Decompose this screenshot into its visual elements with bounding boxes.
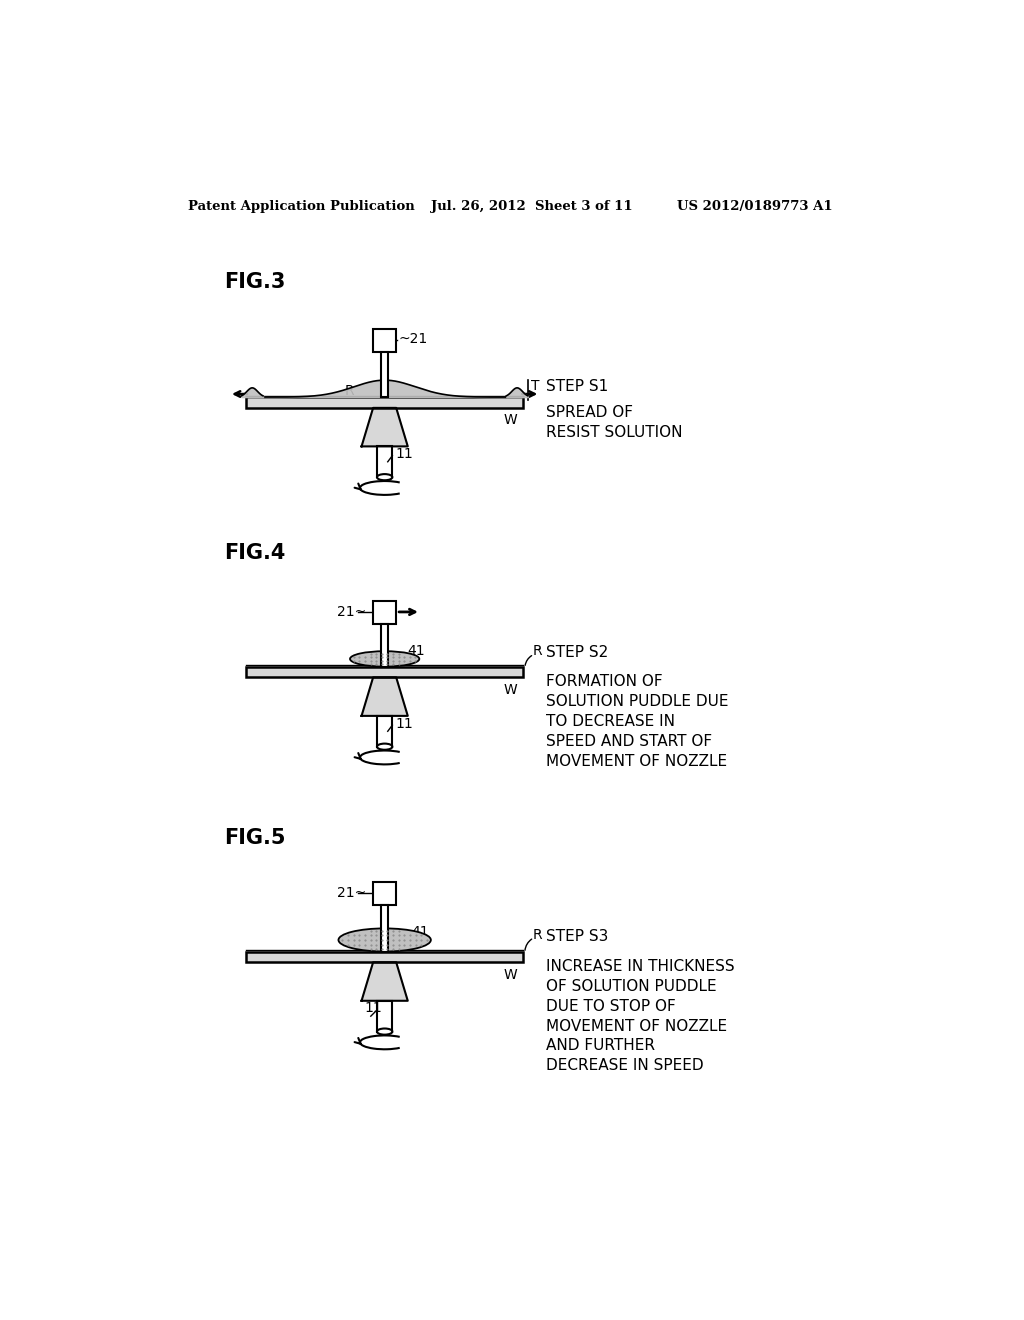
Text: FIG.5: FIG.5 [224, 829, 286, 849]
Text: ~21: ~21 [398, 331, 428, 346]
Text: FORMATION OF
SOLUTION PUDDLE DUE
TO DECREASE IN
SPEED AND START OF
MOVEMENT OF N: FORMATION OF SOLUTION PUDDLE DUE TO DECR… [547, 675, 729, 768]
Bar [246, 667, 523, 677]
Text: SPREAD OF
RESIST SOLUTION: SPREAD OF RESIST SOLUTION [547, 405, 683, 440]
Text: W: W [504, 682, 518, 697]
Ellipse shape [377, 1028, 392, 1035]
Bar [373, 601, 396, 624]
Text: US 2012/0189773 A1: US 2012/0189773 A1 [677, 199, 833, 213]
Text: 21~: 21~ [337, 605, 367, 619]
Text: R: R [345, 384, 354, 397]
Text: STEP S2: STEP S2 [547, 645, 608, 660]
Text: 11: 11 [365, 1002, 382, 1015]
Text: 21~: 21~ [337, 886, 367, 900]
Text: STEP S3: STEP S3 [547, 928, 608, 944]
Text: 41: 41 [412, 925, 429, 940]
Polygon shape [361, 962, 408, 1001]
Bar [377, 1001, 392, 1032]
Text: INCREASE IN THICKNESS
OF SOLUTION PUDDLE
DUE TO STOP OF
MOVEMENT OF NOZZLE
AND F: INCREASE IN THICKNESS OF SOLUTION PUDDLE… [547, 960, 735, 1073]
Bar [381, 352, 388, 397]
Text: W: W [504, 413, 518, 428]
Ellipse shape [350, 651, 419, 667]
Text: STEP S1: STEP S1 [547, 379, 608, 393]
Text: FIG.3: FIG.3 [224, 272, 286, 292]
Text: R: R [532, 644, 542, 659]
Bar [377, 446, 392, 478]
Polygon shape [361, 677, 408, 715]
Bar [381, 906, 388, 952]
Ellipse shape [339, 928, 431, 952]
Text: 41: 41 [408, 644, 425, 659]
Text: 11: 11 [395, 717, 414, 730]
Bar [373, 330, 396, 352]
Text: 11: 11 [395, 447, 414, 461]
Text: Patent Application Publication: Patent Application Publication [188, 199, 415, 213]
Bar [377, 715, 392, 747]
Ellipse shape [377, 474, 392, 480]
Text: T: T [531, 379, 540, 393]
Polygon shape [361, 408, 408, 446]
Bar [246, 952, 523, 962]
Text: Jul. 26, 2012  Sheet 3 of 11: Jul. 26, 2012 Sheet 3 of 11 [431, 199, 633, 213]
Text: FIG.4: FIG.4 [224, 544, 286, 564]
Text: W: W [504, 968, 518, 982]
Ellipse shape [377, 743, 392, 750]
Bar [246, 397, 523, 408]
Bar [373, 882, 396, 906]
Text: R: R [532, 928, 542, 941]
Bar [381, 624, 388, 667]
